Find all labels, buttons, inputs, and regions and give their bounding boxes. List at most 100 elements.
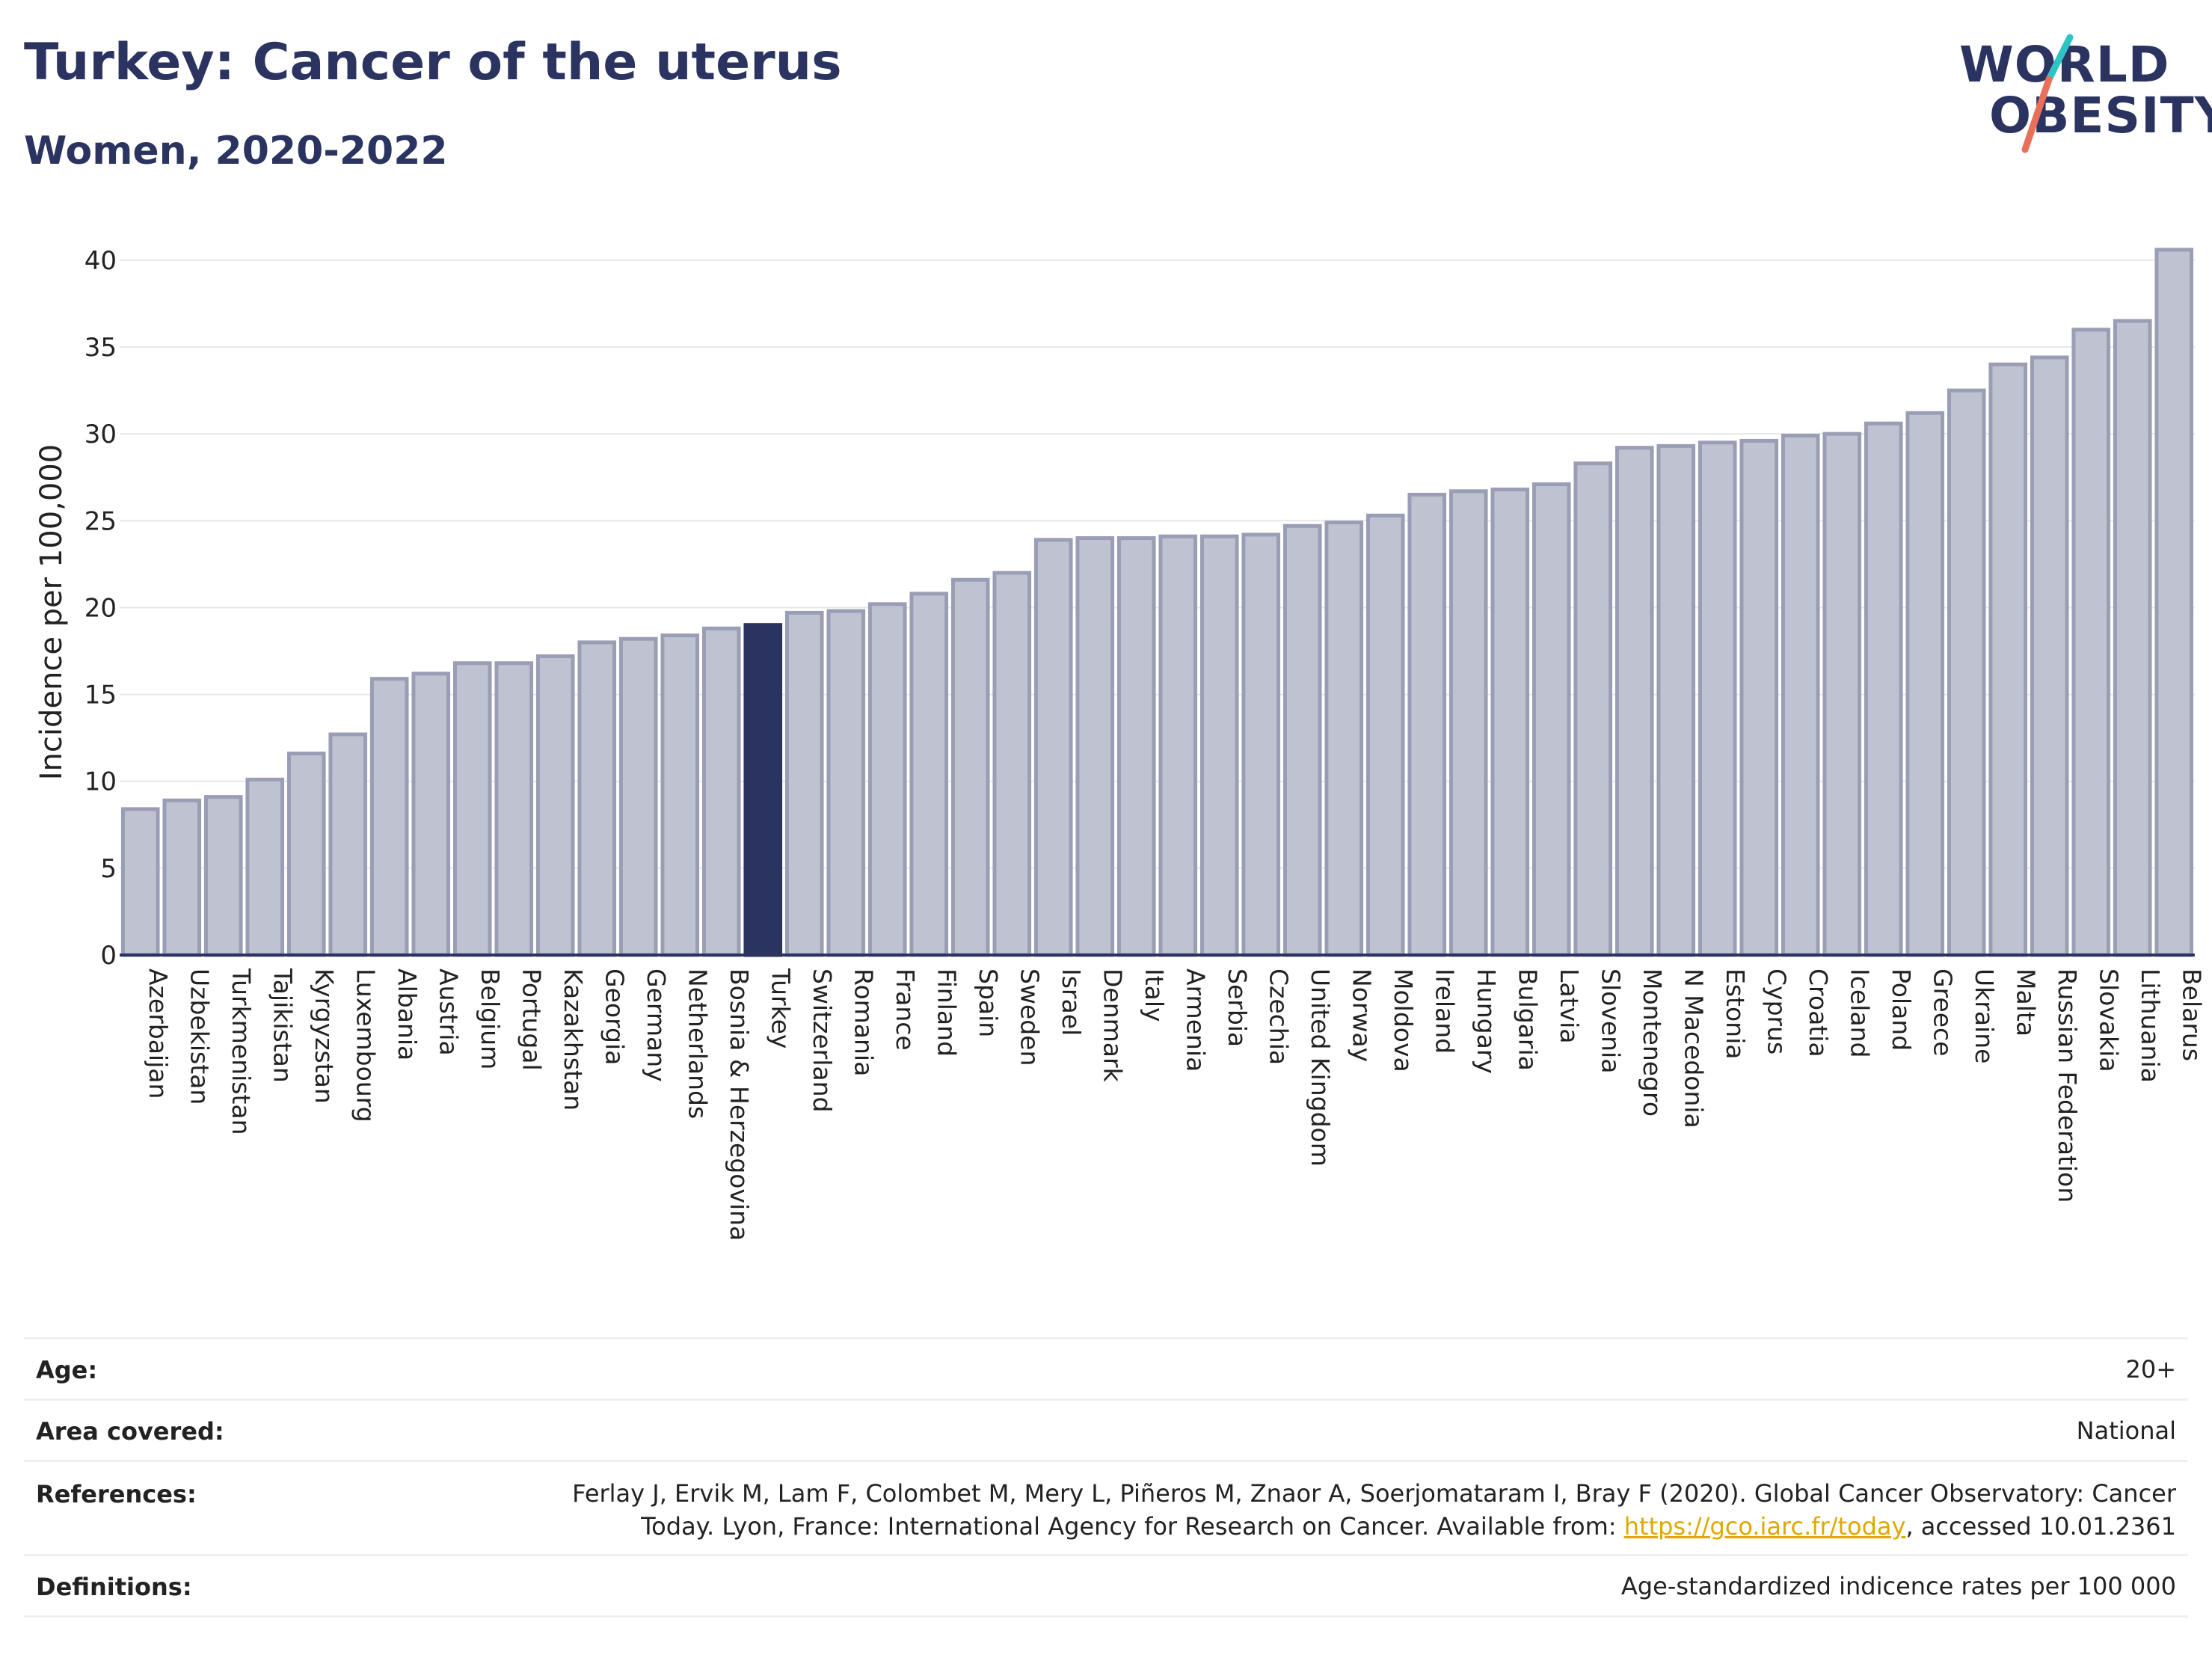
- bar: [1656, 443, 1696, 957]
- x-tick-label: Kazakhstan: [559, 968, 588, 1111]
- bar: [660, 633, 700, 957]
- logo-slash-icon: [2021, 34, 2074, 153]
- bar: [1947, 388, 1986, 957]
- bar: [203, 795, 243, 957]
- bar: [1116, 536, 1156, 957]
- bar: [950, 577, 990, 957]
- bar: [2113, 319, 2152, 957]
- x-tick-label: Denmark: [1098, 968, 1127, 1083]
- page-subtitle: Women, 2020-2022: [24, 129, 448, 174]
- x-tick-label: Ireland: [1430, 968, 1459, 1054]
- x-tick-label: Azerbaijan: [144, 968, 173, 1099]
- bar: [867, 602, 907, 957]
- x-tick-label: N Macedonia: [1679, 968, 1708, 1129]
- bar: [1781, 433, 1820, 957]
- x-tick-label: Luxembourg: [351, 968, 380, 1123]
- bar: [2154, 248, 2194, 957]
- info-row-definitions: Definitions: Age-standardized indicence …: [24, 1554, 2188, 1616]
- logo-line-2: OBESITY: [1989, 87, 2212, 144]
- x-tick-label: Italy: [1140, 968, 1169, 1022]
- bar: [1988, 362, 2028, 957]
- x-tick-label: Croatia: [1804, 968, 1833, 1057]
- y-axis-title: Incidence per 100,000: [34, 444, 69, 781]
- bar: [1615, 446, 1654, 957]
- y-tick-label: 5: [100, 854, 117, 884]
- table-bottom-border: [24, 1615, 2188, 1618]
- x-tick-label: Sweden: [1015, 968, 1044, 1066]
- x-tick-label: Latvia: [1555, 968, 1584, 1043]
- info-row-area: Area covered: National: [24, 1398, 2188, 1461]
- bar: [1905, 411, 1945, 957]
- bar: [411, 672, 451, 957]
- bar: [992, 571, 1032, 957]
- x-tick-label: Uzbekistan: [185, 968, 214, 1105]
- bar: [1033, 538, 1073, 957]
- x-tick-label: Netherlands: [683, 968, 712, 1119]
- x-tick-label: Romania: [849, 968, 878, 1076]
- x-tick-label: Montenegro: [1638, 968, 1667, 1117]
- references-text: Today. Lyon, France: International Agenc…: [641, 1512, 1624, 1541]
- area-value: National: [2076, 1416, 2176, 1445]
- bar: [701, 626, 741, 957]
- x-tick-label: Belgium: [476, 968, 505, 1069]
- x-tick-label: Tajikistan: [268, 968, 297, 1083]
- references-accessed: , accessed 10.01.2361: [1905, 1512, 2176, 1541]
- x-tick-label: Bulgaria: [1513, 968, 1542, 1071]
- x-tick-label: Moldova: [1389, 968, 1418, 1072]
- x-tick-label: Finland: [932, 968, 961, 1057]
- references-value: Ferlay J, Ervik M, Lam F, Colombet M, Me…: [572, 1477, 2176, 1543]
- age-label: Age:: [36, 1356, 98, 1384]
- bar: [577, 640, 617, 957]
- bar: [1241, 532, 1281, 957]
- x-tick-label: Spain: [974, 968, 1003, 1037]
- bar: [328, 732, 368, 957]
- definitions-value: Age-standardized indicence rates per 100…: [1620, 1572, 2176, 1600]
- x-tick-label: Malta: [2011, 968, 2040, 1037]
- x-tick-label: Hungary: [1472, 968, 1501, 1074]
- y-tick-label: 15: [85, 681, 117, 710]
- y-tick-label: 10: [85, 767, 117, 797]
- bar: [2030, 355, 2069, 957]
- bar: [452, 661, 492, 957]
- y-tick-label: 20: [85, 593, 117, 623]
- bar: [826, 609, 866, 957]
- bar: [2071, 328, 2111, 957]
- bar: [1490, 487, 1530, 957]
- area-label: Area covered:: [36, 1417, 224, 1446]
- bar-highlight: [743, 623, 783, 957]
- info-row-references: References: Ferlay J, Ervik M, Lam F, Co…: [24, 1460, 2188, 1555]
- bar: [245, 777, 285, 957]
- y-tick-label: 35: [85, 333, 117, 363]
- bar: [1739, 438, 1779, 957]
- y-tick-label: 25: [85, 506, 117, 536]
- info-row-age: Age: 20+: [24, 1337, 2188, 1399]
- bar: [1448, 489, 1488, 957]
- references-label: References:: [36, 1480, 197, 1508]
- x-tick-label: Greece: [1928, 968, 1957, 1056]
- bar: [286, 752, 326, 957]
- x-tick-label: Belarus: [2177, 968, 2206, 1061]
- x-tick-label: Austria: [434, 968, 463, 1056]
- x-tick-label: Serbia: [1223, 968, 1252, 1047]
- x-tick-label: Turkey: [766, 968, 795, 1048]
- x-tick-label: Lithuania: [2136, 968, 2165, 1083]
- x-tick-label: Bosnia & Herzegovina: [725, 968, 754, 1241]
- bars: [120, 248, 2194, 957]
- bar: [1864, 421, 1903, 957]
- x-tick-label: Poland: [1887, 968, 1916, 1051]
- bar: [1324, 521, 1364, 957]
- bar: [369, 677, 409, 957]
- x-tick-label: Germany: [642, 968, 671, 1082]
- bar: [909, 592, 949, 957]
- x-tick-label: Georgia: [600, 968, 629, 1065]
- x-tick-label: Estonia: [1721, 968, 1750, 1059]
- bar: [784, 610, 824, 957]
- references-link[interactable]: https://gco.iarc.fr/today: [1623, 1512, 1906, 1541]
- x-tick-label: Cyprus: [1762, 968, 1791, 1054]
- x-tick-label: Portugal: [517, 968, 546, 1071]
- x-tick-label: Ukraine: [1970, 968, 1999, 1063]
- y-tick-labels: 0 5 10 15 20 25 30 35 40: [85, 246, 117, 971]
- bar: [1698, 440, 1737, 957]
- x-tick-label: Turkmenistan: [227, 968, 256, 1135]
- bar: [1199, 534, 1239, 957]
